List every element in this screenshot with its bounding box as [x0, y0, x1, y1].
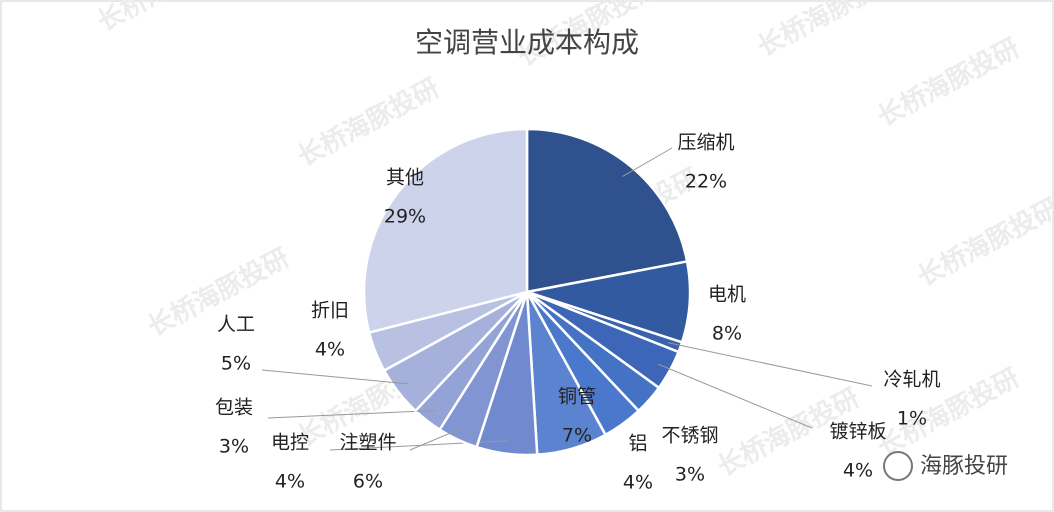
slice-value-label: 6%	[353, 471, 383, 493]
slice-value-label: 1%	[897, 408, 927, 430]
chart-title: 空调营业成本构成	[415, 26, 639, 59]
leader-line	[409, 427, 464, 451]
slice-value-label: 5%	[221, 353, 251, 375]
slice-label: 其他	[386, 167, 424, 189]
slice-value-label: 8%	[712, 323, 742, 345]
brand-icon	[883, 451, 913, 481]
slice-value-label: 4%	[843, 460, 873, 482]
pie-slice	[525, 127, 689, 294]
slice-value-label: 22%	[685, 171, 727, 193]
slice-label: 铝	[628, 433, 647, 455]
leader-line	[667, 342, 873, 387]
slice-label: 压缩机	[677, 132, 734, 154]
slice-label: 冷轧机	[883, 369, 940, 391]
slice-value-label: 4%	[315, 339, 345, 361]
slice-value-label: 29%	[384, 206, 426, 228]
slice-value-label: 7%	[562, 425, 592, 447]
slice-label: 人工	[217, 314, 255, 336]
leader-line	[658, 363, 813, 429]
slice-value-label: 4%	[623, 472, 653, 494]
brand-text: 海豚投研	[920, 454, 1008, 479]
slice-value-label: 4%	[275, 471, 305, 493]
slice-value-label: 3%	[675, 464, 705, 486]
slice-label: 镀锌板	[829, 421, 886, 443]
leader-line	[267, 409, 436, 419]
slice-label: 注塑件	[339, 432, 396, 454]
slice-label: 折旧	[311, 300, 349, 322]
brand-badge: 海豚投研	[883, 451, 1008, 481]
leader-line	[261, 369, 409, 385]
slice-label: 电机	[708, 284, 746, 306]
leader-line	[622, 147, 673, 177]
slice-label: 不锈钢	[661, 425, 718, 447]
slice-label: 包装	[215, 397, 253, 419]
slice-value-label: 3%	[219, 436, 249, 458]
slice-label: 电控	[271, 432, 309, 454]
pie: 压缩机 22% 电机 8% 冷轧机 1% 镀锌板 4% 不锈钢 3% 铝 4% 铜管 7% 注塑件 6% 电控 4…	[215, 127, 941, 494]
pie-slice	[362, 127, 529, 335]
slice-label: 铜管	[558, 386, 596, 408]
